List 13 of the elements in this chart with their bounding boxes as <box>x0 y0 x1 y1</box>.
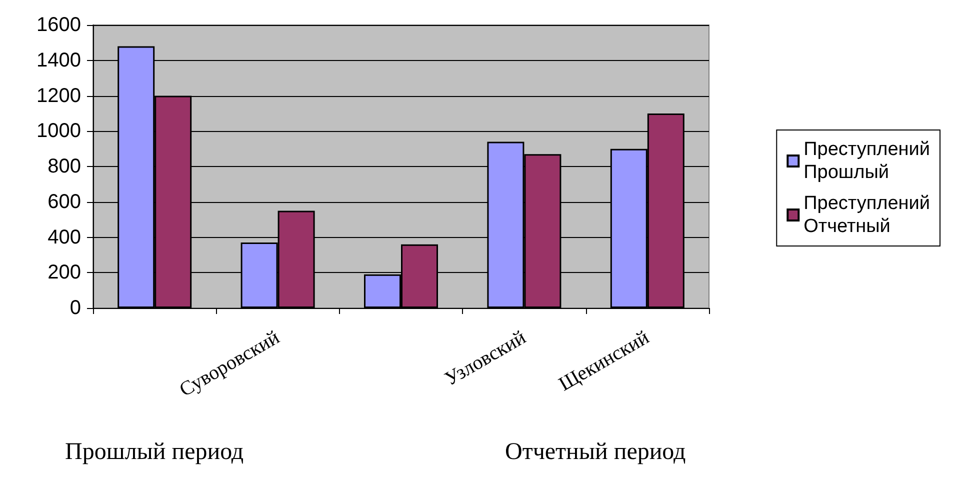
y-tick-label: 600 <box>48 190 81 213</box>
y-tick-label: 1600 <box>36 14 81 36</box>
y-tick-label: 800 <box>48 156 81 178</box>
y-tick-label: 0 <box>70 297 81 319</box>
y-tick-label: 1000 <box>36 120 81 142</box>
y-tick-label: 1200 <box>36 84 81 107</box>
text: Прошлый период <box>65 439 244 465</box>
y-tick-label: 200 <box>48 262 81 284</box>
y-tick-label: 1400 <box>36 49 81 72</box>
legend-label: Преступлений Отчетный <box>804 193 930 237</box>
legend-label: Преступлений Прошлый <box>804 139 930 183</box>
text: Отчетный период <box>505 439 686 465</box>
y-tick-label: 400 <box>48 226 81 248</box>
